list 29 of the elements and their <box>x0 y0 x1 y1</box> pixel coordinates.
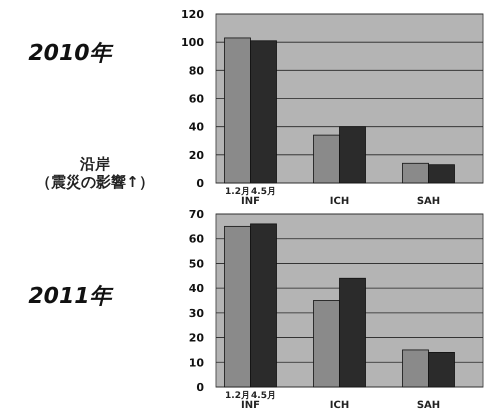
y-tick-label: 0 <box>196 177 204 190</box>
y-tick-label: 60 <box>188 92 204 106</box>
x-tick-label: SAH <box>416 196 440 207</box>
text: （震災の影響↑） <box>36 173 154 191</box>
y-tick-label: 0 <box>196 381 204 394</box>
series-label: 4.5月 <box>251 390 276 401</box>
y-tick-label: 60 <box>188 232 204 246</box>
y-tick-label: 100 <box>181 36 204 50</box>
x-tick-label: INF <box>241 196 260 207</box>
y-tick-label: 120 <box>181 8 204 21</box>
text: 2010年 <box>28 41 115 66</box>
y-tick-label: 70 <box>188 208 204 221</box>
y-tick-label: 10 <box>188 356 204 370</box>
y-tick-label: 80 <box>188 64 204 78</box>
series-label: 4.5月 <box>251 186 276 197</box>
y-tick-label: 20 <box>188 148 204 162</box>
y-tick-label: 30 <box>188 306 204 320</box>
text: 2011年 <box>28 284 115 309</box>
text: 沿岸 <box>79 155 110 173</box>
y-tick-label: 50 <box>188 257 204 270</box>
y-tick-label: 40 <box>188 120 204 134</box>
series-label: 1.2月 <box>225 186 250 197</box>
x-tick-label: INF <box>241 400 260 411</box>
x-tick-label: ICH <box>330 400 350 411</box>
x-tick-label: SAH <box>416 400 440 411</box>
series-label: 1.2月 <box>225 390 250 401</box>
y-tick-label: 20 <box>188 332 204 345</box>
y-tick-label: 40 <box>188 282 204 296</box>
x-tick-label: ICH <box>330 196 350 207</box>
